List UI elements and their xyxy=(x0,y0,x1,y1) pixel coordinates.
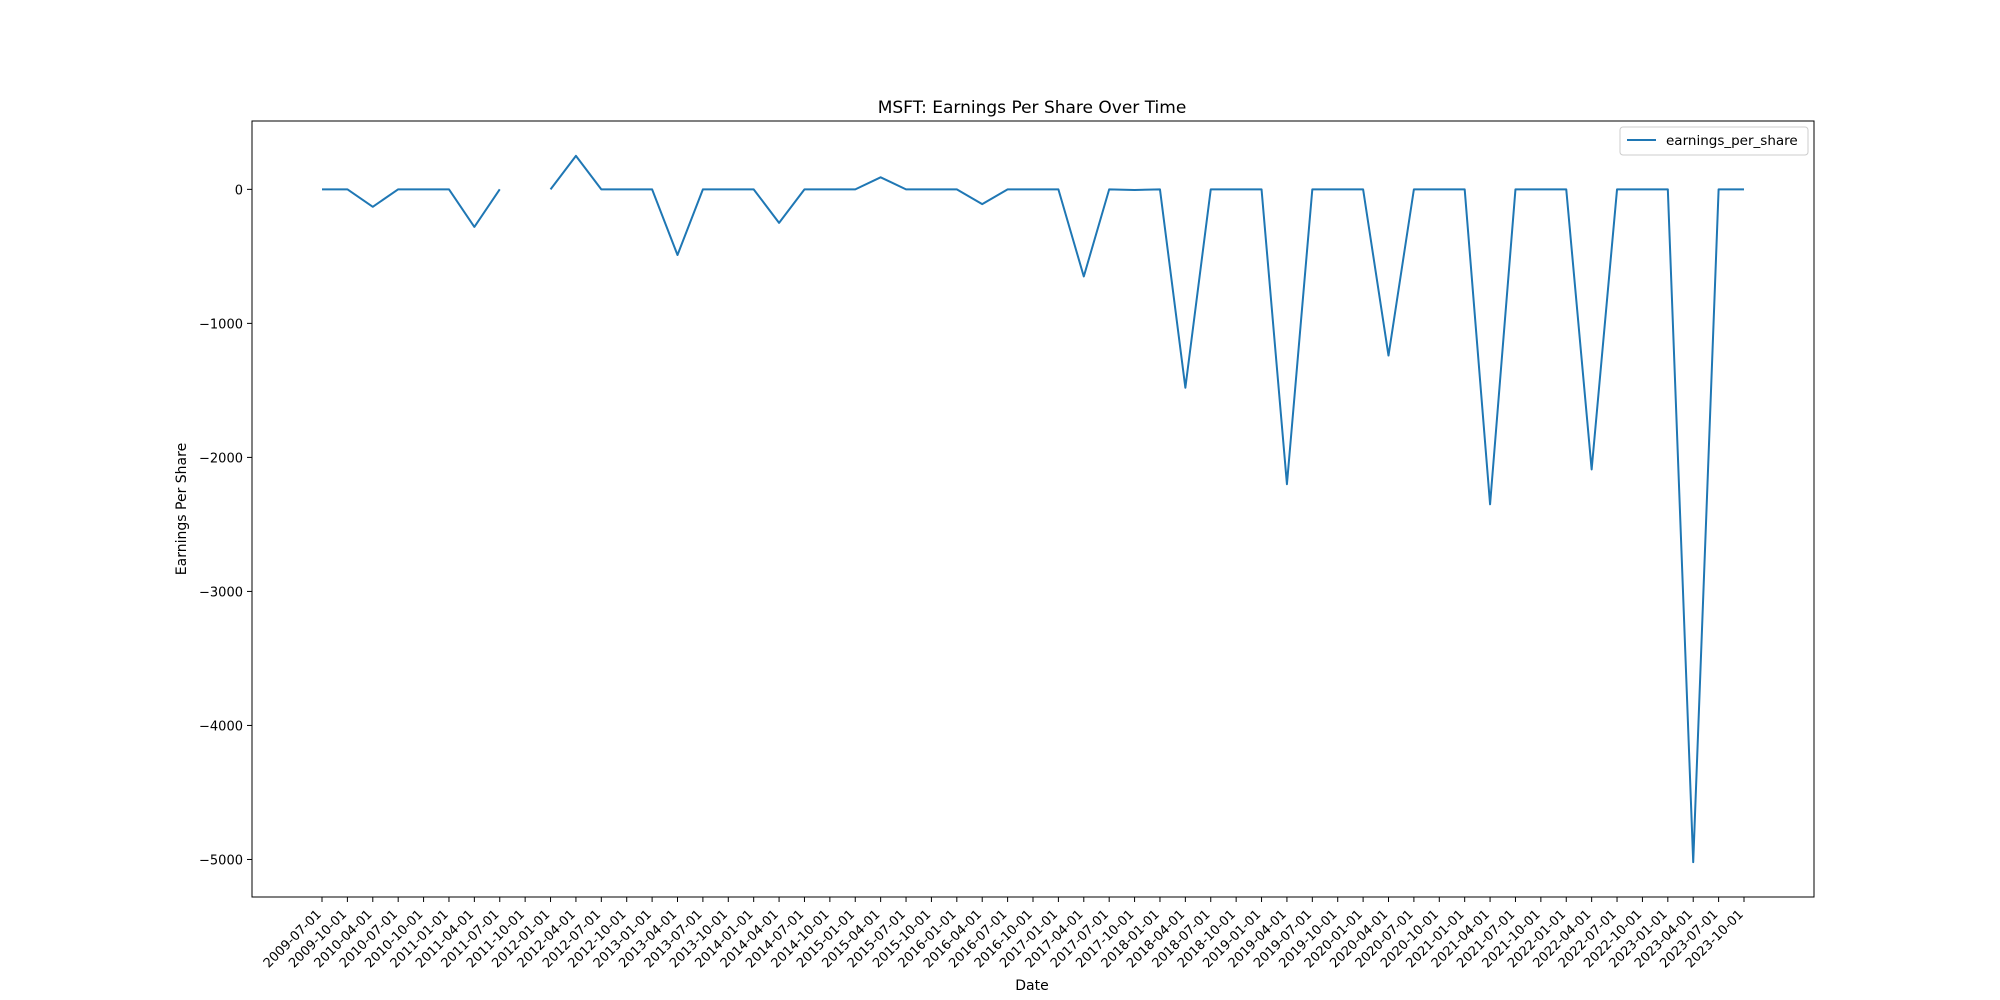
y-axis: 0 −1000 −2000 −3000 −4000 −5000 xyxy=(199,183,252,868)
y-tick-label: −2000 xyxy=(199,451,243,466)
series-line-earnings_per_share xyxy=(322,154,1744,864)
y-tick-label: −1000 xyxy=(199,317,243,332)
y-tick-label: 0 xyxy=(235,183,243,198)
chart-title: MSFT: Earnings Per Share Over Time xyxy=(878,98,1187,118)
legend-label: earnings_per_share xyxy=(1666,133,1798,149)
x-axis: 2009-07-012009-10-012010-04-012010-07-01… xyxy=(261,897,1747,971)
y-tick-label: −5000 xyxy=(199,853,243,868)
y-tick-label: −3000 xyxy=(199,585,243,600)
series-layer xyxy=(322,154,1744,864)
plot-frame xyxy=(251,120,1815,898)
x-axis-label: Date xyxy=(1015,978,1048,994)
legend-box xyxy=(1619,126,1809,156)
legend: earnings_per_share xyxy=(1619,126,1809,156)
y-tick-label: −4000 xyxy=(199,719,243,734)
y-axis-label: Earnings Per Share xyxy=(174,443,190,575)
